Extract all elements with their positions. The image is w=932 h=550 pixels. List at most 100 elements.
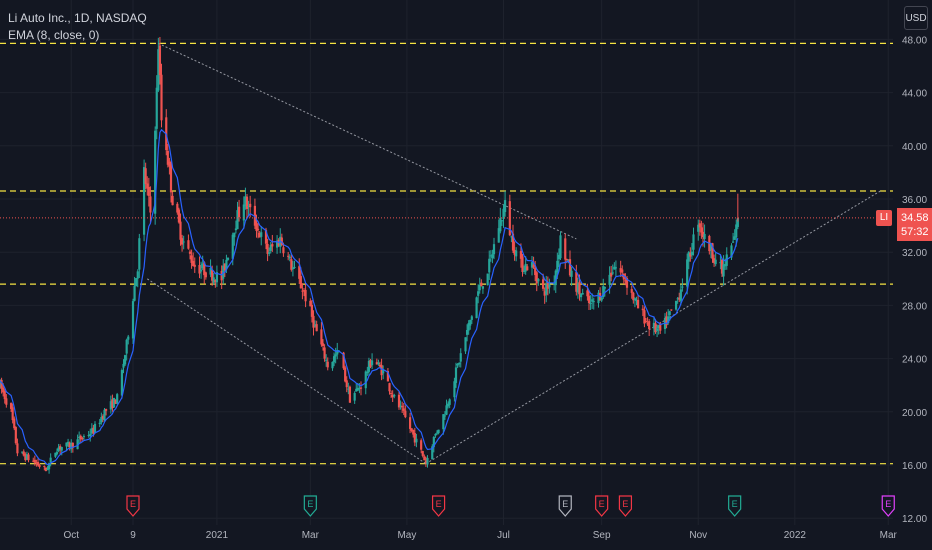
candle-body [611,272,614,274]
candle-body [225,259,228,270]
time-tick-label: Jul [497,530,510,541]
earnings-marker-teal[interactable]: E [303,495,317,517]
candle-body [144,168,147,184]
candle-body [402,408,405,411]
candle-body [271,244,274,247]
candle-body [220,270,223,281]
candle-body [486,273,489,286]
candle-body [420,440,423,450]
candle-body [701,231,705,238]
candle-body [389,392,393,394]
candle-body [212,277,215,283]
candle-body [266,243,269,254]
candle-body [290,259,293,270]
candle-body [76,439,79,450]
time-tick-label: 9 [130,530,136,541]
candle-body [603,286,606,289]
candle-body [556,260,559,273]
symbol-title[interactable]: Li Auto Inc., 1D, NASDAQ [8,11,147,25]
candle-body [709,243,713,250]
candle-body [712,258,716,263]
candle-body [258,232,261,238]
candle-body [347,388,350,390]
candle-body [215,272,219,283]
candle-body [149,196,152,213]
candle-body [526,266,529,271]
price-tick-label: 40.00 [902,142,927,153]
price-tick-label: 44.00 [902,89,927,100]
candle-body [581,292,584,295]
candle-body [456,364,459,366]
price-tick-label: 48.00 [902,35,927,46]
candle-body [735,224,738,238]
candle-body [116,394,119,404]
candle-body [65,442,68,447]
earnings-marker-grey[interactable]: E [558,495,572,517]
candle-body [133,285,136,301]
candle-body [348,386,352,403]
candle-body [120,370,124,396]
candle-body [731,241,735,243]
trendline[interactable] [158,42,577,240]
candle-body [719,262,722,264]
candle-body [597,292,600,304]
candle-body [692,234,695,250]
ticker-label: LI [876,209,892,226]
candle-body [644,321,648,323]
candle-body [500,220,504,222]
earnings-marker-magenta[interactable]: E [881,495,895,517]
candle-body [655,328,659,331]
candle-body [171,195,174,206]
candle-body [192,260,195,266]
candle-body [103,409,106,421]
candle-body [46,469,49,471]
candle-body [576,283,580,293]
candle-body [557,254,561,260]
candle-body [49,457,52,462]
candle-body [679,289,682,301]
candle-body [589,303,592,305]
earnings-marker-red[interactable]: E [126,495,140,517]
ema-indicator-label[interactable]: EMA (8, close, 0) [8,28,100,42]
time-axis[interactable]: Oct 9 2021 Mar May Jul Sep Nov 2022 Mar [0,525,932,550]
candle-body [421,451,424,456]
currency-button[interactable]: USD [904,6,928,30]
candle-body [386,371,390,382]
candle-body [260,232,263,237]
candle-body [255,223,258,231]
candle-body [646,323,649,325]
candle-body [90,428,93,434]
candle-body [378,364,382,367]
candle-body [193,264,196,267]
last-price-value: 34.58 [901,211,929,224]
candle-body [591,299,594,302]
candle-body [391,394,394,398]
candle-body [470,316,473,320]
candle-body [703,233,706,240]
candle-body [336,350,339,355]
candle-body [155,87,158,129]
candle-body [312,315,315,328]
candle-body [81,438,84,440]
candle-body [648,321,651,330]
candle-body [249,203,252,208]
candle-body [524,263,527,272]
candle-body [282,247,285,254]
candle-body [630,289,633,293]
candle-body [313,324,317,326]
candle-body [435,432,439,434]
earnings-marker-red[interactable]: E [618,495,633,517]
earnings-marker-red[interactable]: E [595,495,609,517]
candle-body [209,268,212,275]
earnings-marker-red[interactable]: E [431,495,446,517]
support-resistance-levels[interactable] [0,42,893,465]
candle-body [545,283,548,295]
candle-body [275,240,279,248]
price-tick-label: 16.00 [902,461,927,472]
earnings-marker-teal[interactable]: E [728,495,742,517]
time-tick-label: May [397,530,416,541]
candle-body [280,237,283,246]
price-axis[interactable]: 12.00 16.00 20.00 24.00 28.00 32.00 36.00 40.00… [893,0,932,550]
